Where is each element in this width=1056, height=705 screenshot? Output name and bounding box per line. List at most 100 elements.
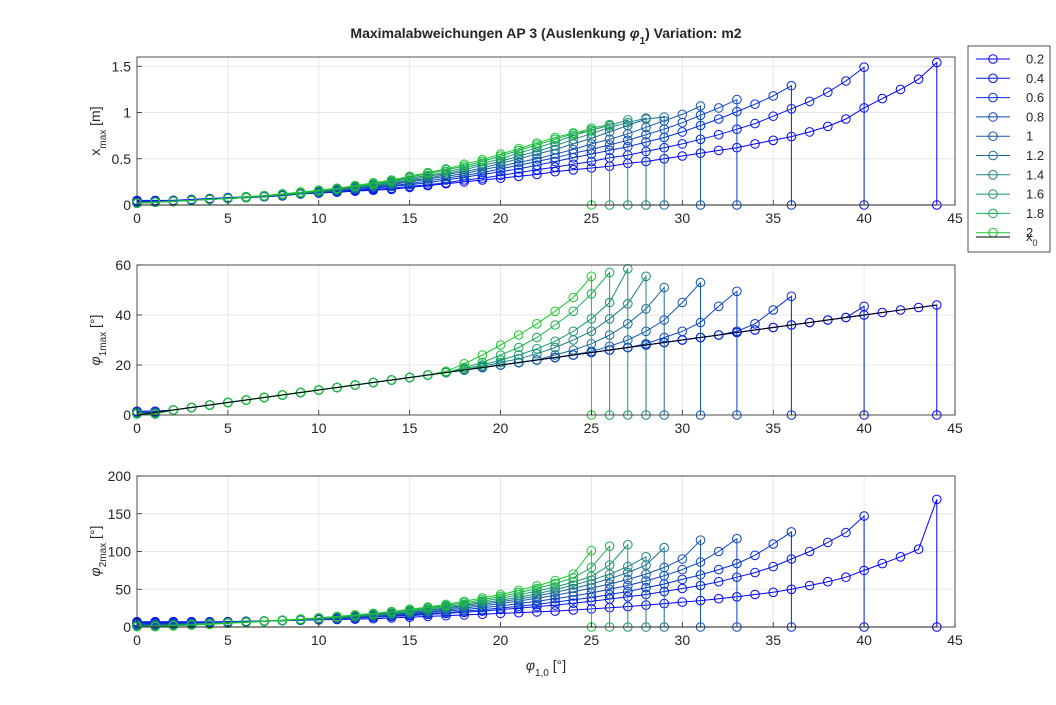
data-point — [314, 185, 324, 195]
x-tick-label: 10 — [311, 420, 327, 436]
data-point — [604, 119, 615, 130]
data-point — [713, 593, 724, 604]
data-point — [441, 366, 451, 377]
y-tick-label: 1.5 — [112, 58, 132, 74]
y-tick-label: 200 — [108, 468, 132, 484]
data-point — [204, 194, 215, 205]
legend-label: 1 — [1026, 129, 1033, 144]
x-tick-label: 25 — [584, 632, 600, 648]
legend-label: 1.8 — [1026, 206, 1044, 221]
data-point — [532, 586, 542, 596]
data-point — [768, 587, 779, 598]
y-tick-label: 150 — [108, 506, 132, 522]
data-point — [568, 605, 579, 615]
data-point — [532, 160, 542, 170]
data-point — [550, 342, 560, 353]
x-tick-label: 20 — [493, 210, 509, 226]
data-point — [259, 191, 270, 201]
data-point — [532, 149, 542, 159]
plot-area — [132, 264, 942, 420]
data-point — [641, 113, 651, 123]
figure-title: Maximalabweichungen AP 3 (Auslenkung φ1)… — [350, 25, 741, 47]
data-point — [604, 267, 615, 278]
data-point — [859, 62, 869, 72]
x-tick-label: 0 — [133, 420, 141, 436]
data-point — [768, 91, 779, 101]
data-point — [623, 264, 633, 274]
legend-item-reference: x0 — [976, 229, 1038, 248]
data-point — [859, 511, 869, 521]
y-label-unit: [m] — [87, 106, 103, 129]
data-point — [677, 554, 688, 564]
legend-marker — [988, 73, 998, 84]
x-tick-label: 20 — [493, 632, 509, 648]
x-tick-label: 20 — [493, 420, 509, 436]
data-point — [768, 322, 779, 333]
data-point — [513, 330, 524, 340]
y-tick-label: 0 — [123, 197, 131, 213]
data-point — [477, 360, 488, 370]
legend-marker — [988, 150, 998, 161]
data-point — [823, 87, 833, 97]
plot-area — [132, 494, 942, 632]
data-point — [677, 597, 688, 607]
data-point — [295, 387, 306, 398]
data-point — [495, 589, 506, 600]
data-point — [786, 291, 797, 302]
data-point — [550, 600, 560, 610]
y-label-main: φ — [87, 567, 103, 576]
data-point — [477, 593, 488, 603]
plot-area — [132, 57, 942, 210]
data-point — [495, 156, 506, 167]
data-point — [368, 178, 379, 188]
legend-label: 1.6 — [1026, 187, 1044, 202]
data-point — [532, 583, 542, 594]
data-point — [750, 118, 760, 129]
data-point — [932, 300, 942, 310]
data-point — [823, 315, 833, 325]
data-point — [677, 574, 688, 585]
data-point — [423, 167, 433, 178]
data-point — [532, 156, 542, 167]
legend-item: 1.4 — [976, 167, 1044, 182]
x-tick-label: 30 — [675, 210, 691, 226]
data-point — [204, 400, 215, 410]
legend-label: 2 — [1026, 225, 1033, 240]
data-point — [913, 544, 924, 555]
data-point — [913, 74, 924, 84]
data-point — [350, 380, 360, 390]
data-point — [550, 582, 560, 592]
data-point — [568, 350, 579, 360]
data-point — [877, 558, 888, 569]
data-point — [586, 271, 597, 282]
legend-item: 0.4 — [976, 71, 1044, 86]
data-point — [513, 151, 524, 161]
data-point — [150, 197, 160, 207]
data-point — [259, 392, 270, 403]
data-point — [477, 154, 488, 165]
subplot-x-max: 0 5 10 15 20 25 30 35 40 45 0 0.5 1 1.5 xmax [m] — [87, 56, 963, 226]
data-point — [332, 611, 342, 622]
data-point — [804, 127, 815, 137]
data-point — [186, 620, 197, 630]
data-point — [513, 350, 524, 360]
axes-background — [137, 57, 955, 205]
data-point — [713, 330, 724, 340]
data-point — [623, 539, 633, 550]
data-point — [495, 340, 506, 350]
data-point — [332, 382, 342, 393]
data-point — [386, 175, 397, 185]
data-point — [550, 162, 560, 172]
data-point — [659, 282, 670, 293]
data-point — [623, 115, 633, 125]
data-point — [441, 164, 451, 174]
y-tick-label: 20 — [115, 357, 131, 373]
data-point — [550, 593, 560, 604]
data-point — [932, 57, 942, 68]
data-point — [495, 173, 506, 183]
data-point — [750, 325, 760, 335]
data-point — [695, 101, 706, 111]
data-point — [841, 114, 851, 124]
